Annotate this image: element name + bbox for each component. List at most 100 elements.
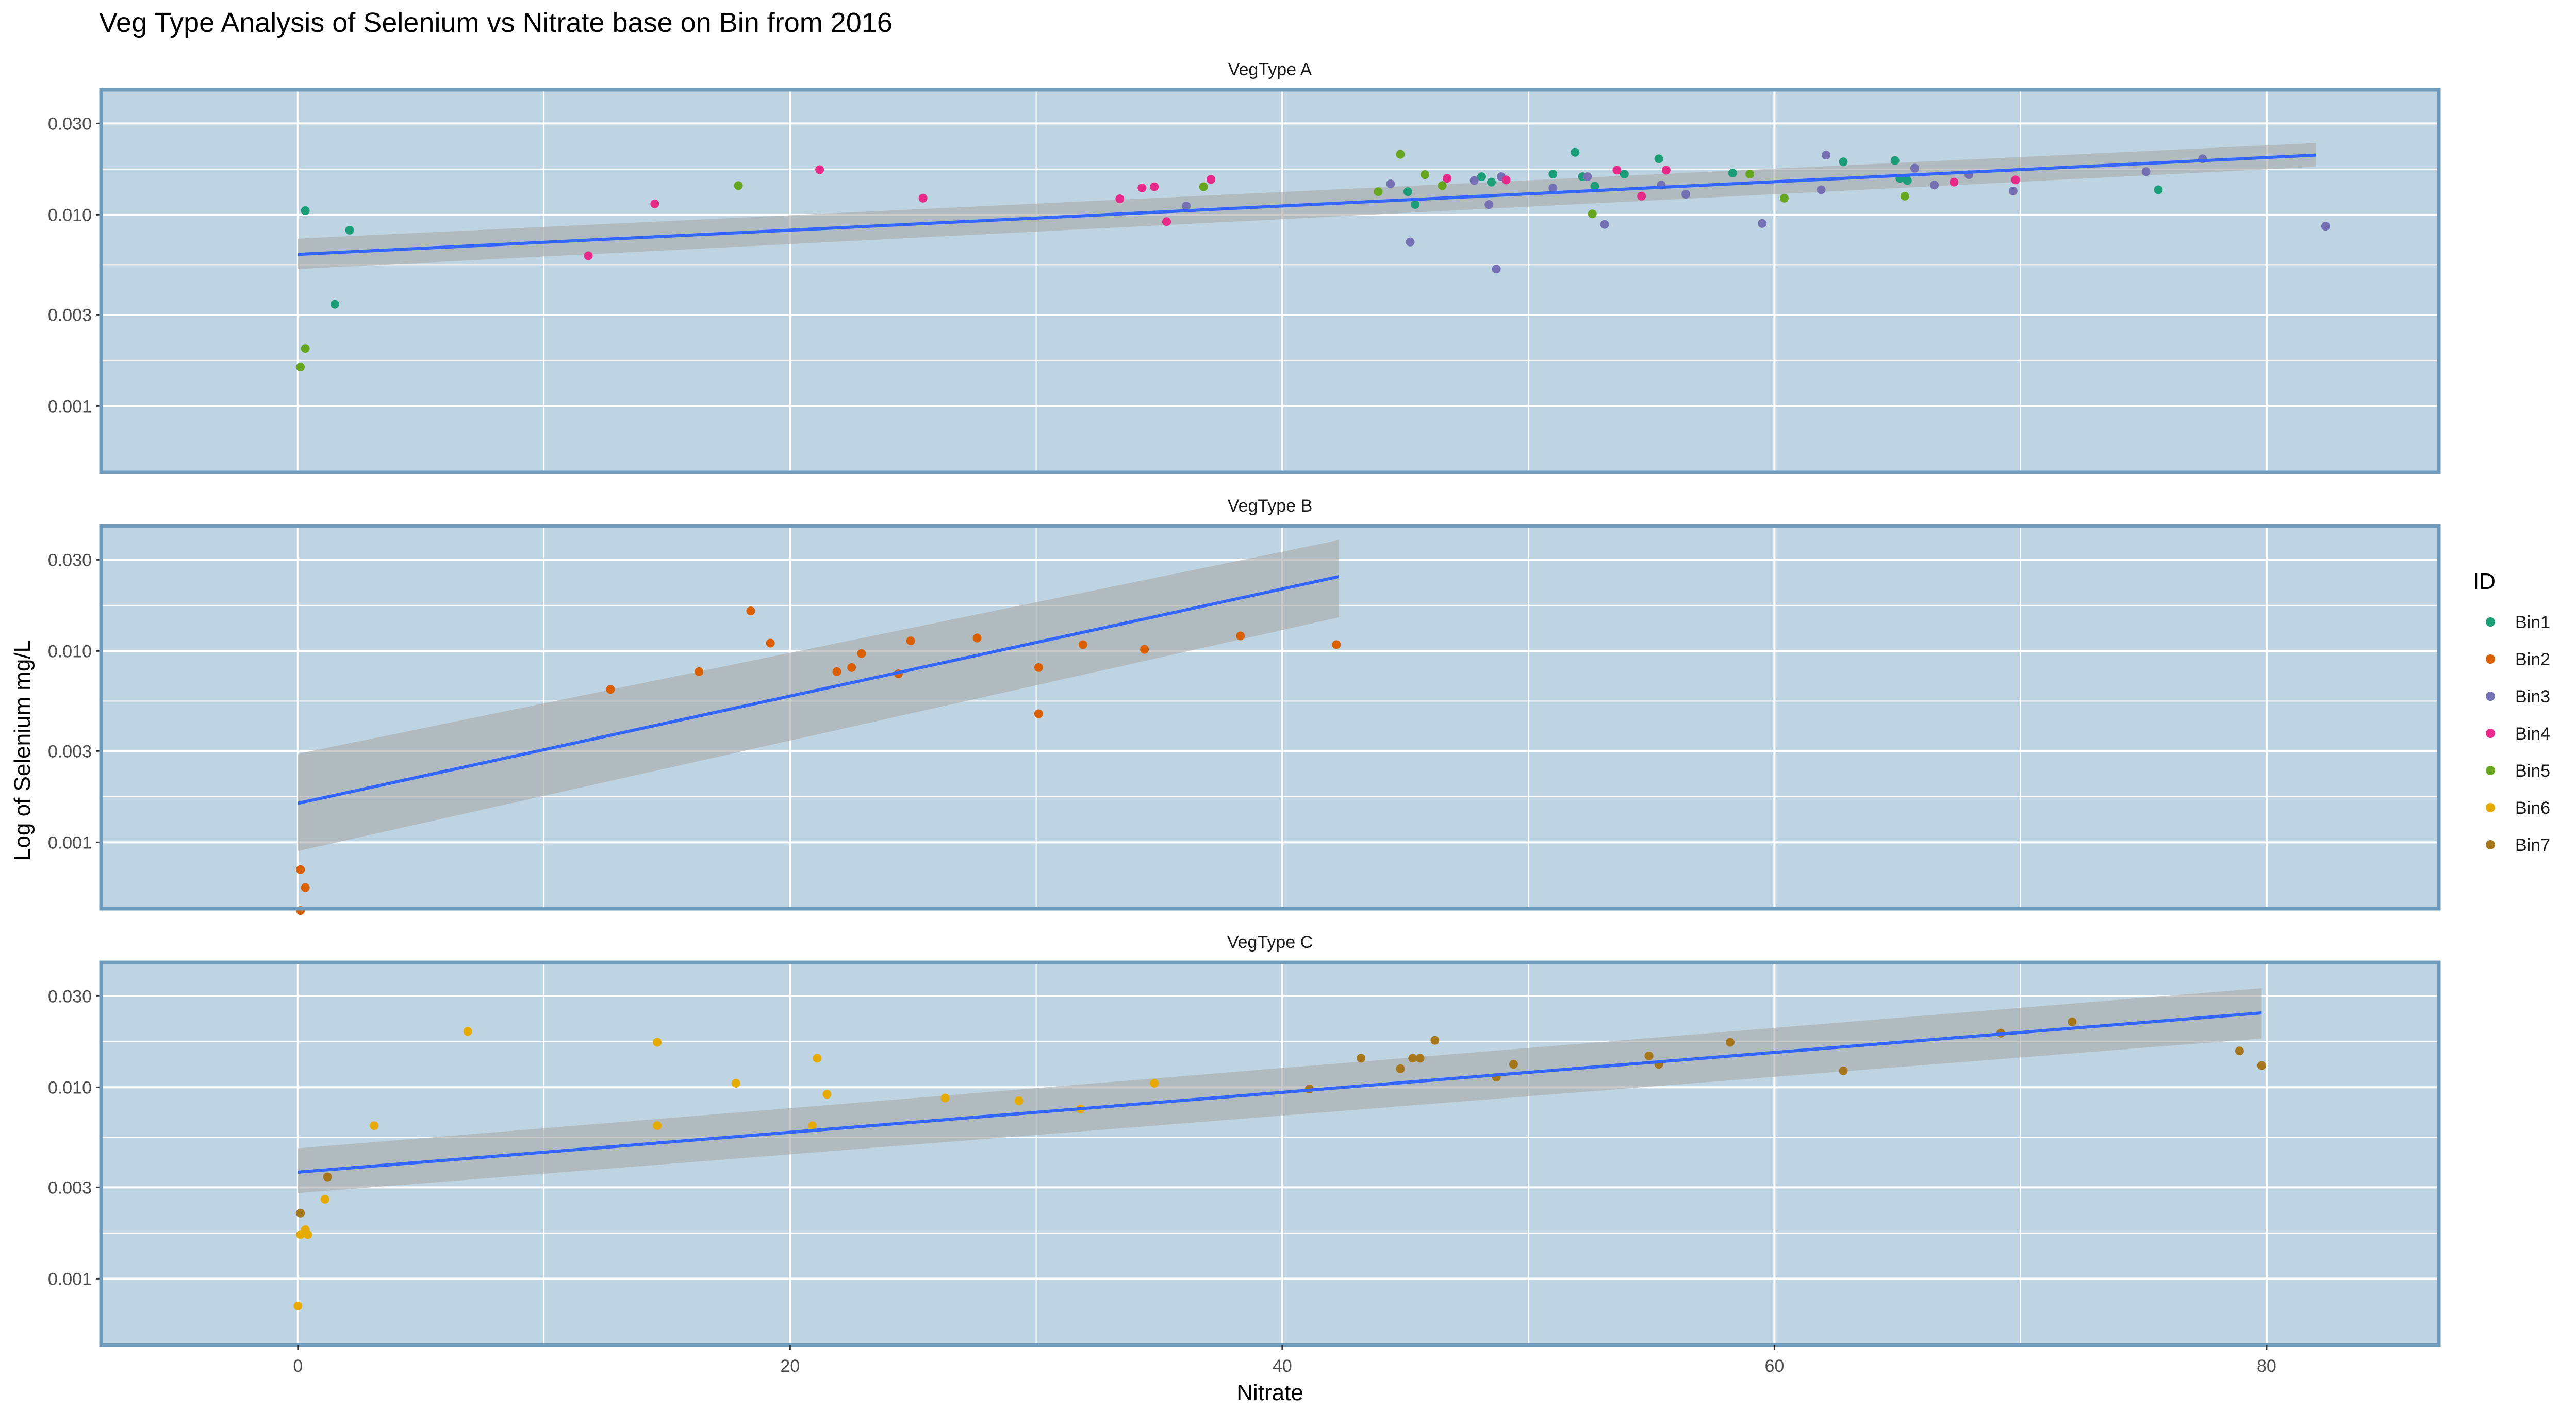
- y-tick-label: 0.003: [48, 305, 92, 325]
- legend-key: [2486, 692, 2495, 701]
- data-point-bin2: [695, 667, 704, 676]
- data-point-bin4: [1443, 174, 1452, 183]
- data-point-bin2: [1140, 645, 1149, 654]
- data-point-bin4: [1637, 191, 1646, 201]
- data-point-bin4: [1162, 217, 1171, 226]
- panel-1: VegType A 0.001 0.003 0.010 0.030: [48, 60, 2441, 474]
- trend-line: [298, 575, 1340, 805]
- data-point-bin6: [320, 1194, 329, 1204]
- data-point-bin3: [1910, 163, 1919, 173]
- data-point-bin7: [1725, 1038, 1735, 1047]
- legend-key: [2486, 617, 2495, 627]
- data-point-bin1: [1839, 157, 1848, 167]
- data-point-bin3: [1406, 237, 1415, 247]
- data-point-bin2: [1236, 631, 1245, 641]
- data-point-bin3: [1484, 200, 1494, 209]
- data-point-bin2: [847, 663, 856, 672]
- data-point-bin3: [1386, 179, 1395, 188]
- data-point-bin7: [1430, 1036, 1440, 1045]
- data-point-bin1: [345, 225, 354, 235]
- data-point-bin1: [1477, 172, 1486, 182]
- legend: ID Bin1 Bin2 Bin3 Bin4 Bin5 Bin6 Bin7: [2473, 569, 2550, 855]
- data-point-bin4: [2011, 175, 2020, 185]
- x-axis-label: Nitrate: [1236, 1380, 1303, 1405]
- data-point-bin3: [1600, 220, 1609, 229]
- data-point-bin3: [2141, 167, 2151, 176]
- x-tick-label: 40: [1273, 1356, 1292, 1376]
- confidence-band: [298, 540, 1339, 851]
- panels-group: VegType A 0.001 0.003 0.010 0.030 VegType B 0.…: [48, 60, 2441, 1376]
- y-tick-label: 0.003: [48, 1178, 92, 1198]
- y-tick-label: 0.001: [48, 1269, 92, 1289]
- data-point-bin7: [1415, 1054, 1425, 1063]
- data-point-bin7: [2257, 1061, 2266, 1070]
- data-point-bin3: [1182, 202, 1191, 211]
- data-point-bin6: [940, 1093, 950, 1103]
- data-point-bin6: [813, 1054, 822, 1063]
- panel-border: [99, 524, 2441, 911]
- chart-title: Veg Type Analysis of Selenium vs Nitrate…: [99, 7, 893, 38]
- data-point-bin5: [734, 181, 743, 190]
- data-point-bin4: [1950, 177, 1959, 187]
- data-point-bin7: [1396, 1064, 1405, 1073]
- data-point-bin6: [370, 1121, 379, 1130]
- data-point-bin5: [1199, 182, 1208, 191]
- data-point-bin1: [1620, 170, 1629, 179]
- data-point-bin7: [1509, 1060, 1518, 1069]
- y-tick-label: 0.001: [48, 833, 92, 852]
- legend-label: Bin3: [2515, 687, 2550, 707]
- data-point-bin5: [1421, 170, 1430, 179]
- legend-item-bin5: Bin5: [2486, 761, 2550, 781]
- data-point-bin5: [1374, 187, 1383, 196]
- data-point-bin1: [301, 206, 310, 215]
- x-tick-label: 60: [1764, 1356, 1784, 1376]
- data-point-bin4: [584, 251, 593, 260]
- legend-item-bin6: Bin6: [2486, 798, 2550, 818]
- data-point-bin6: [1150, 1078, 1159, 1088]
- legend-key: [2486, 729, 2495, 738]
- data-point-bin6: [463, 1027, 472, 1036]
- data-point-bin3: [1469, 176, 1479, 185]
- data-point-bin3: [1758, 219, 1767, 228]
- y-tick-label: 0.010: [48, 205, 92, 225]
- data-point-bin1: [1903, 176, 1912, 185]
- data-point-bin6: [822, 1090, 832, 1099]
- panel-background: [101, 90, 2439, 472]
- legend-label: Bin7: [2515, 835, 2550, 855]
- data-point-bin2: [301, 883, 310, 892]
- data-point-bin4: [1612, 166, 1622, 175]
- trend-line: [298, 1011, 2262, 1174]
- panel-strip-label: VegType C: [1227, 932, 1313, 952]
- legend-key: [2486, 766, 2495, 775]
- data-point-bin2: [1034, 663, 1043, 672]
- panel-2: VegType B 0.001 0.003 0.010 0.030: [48, 496, 2441, 915]
- data-point-bin2: [1034, 709, 1043, 718]
- legend-item-bin4: Bin4: [2486, 724, 2550, 744]
- legend-title: ID: [2473, 569, 2496, 594]
- x-tick-label: 0: [293, 1356, 303, 1376]
- data-point-bin2: [746, 606, 755, 616]
- data-point-bin7: [2235, 1046, 2244, 1056]
- y-tick-label: 0.030: [48, 114, 92, 134]
- data-point-bin5: [1438, 181, 1447, 190]
- legend-label: Bin1: [2515, 613, 2550, 632]
- panel-border: [99, 88, 2441, 474]
- legend-label: Bin6: [2515, 798, 2550, 818]
- data-point-bin5: [301, 344, 310, 353]
- legend-item-bin7: Bin7: [2486, 835, 2550, 855]
- data-point-bin2: [766, 638, 775, 648]
- panel-3: VegType C 0.001 0.003 0.010 0.030 0 20 40 60 80: [48, 932, 2441, 1376]
- data-point-bin7: [296, 1208, 305, 1218]
- y-tick-label: 0.010: [48, 1078, 92, 1097]
- data-point-bin2: [972, 633, 982, 643]
- x-tick-label: 80: [2257, 1356, 2276, 1376]
- data-point-bin1: [1728, 169, 1737, 178]
- data-point-bin5: [1396, 150, 1405, 159]
- panel-border: [99, 960, 2441, 1347]
- data-point-bin6: [731, 1078, 740, 1088]
- data-point-bin3: [2321, 222, 2330, 231]
- panel-strip-label: VegType A: [1228, 60, 1312, 79]
- data-point-bin2: [832, 667, 841, 676]
- data-point-bin4: [815, 165, 824, 174]
